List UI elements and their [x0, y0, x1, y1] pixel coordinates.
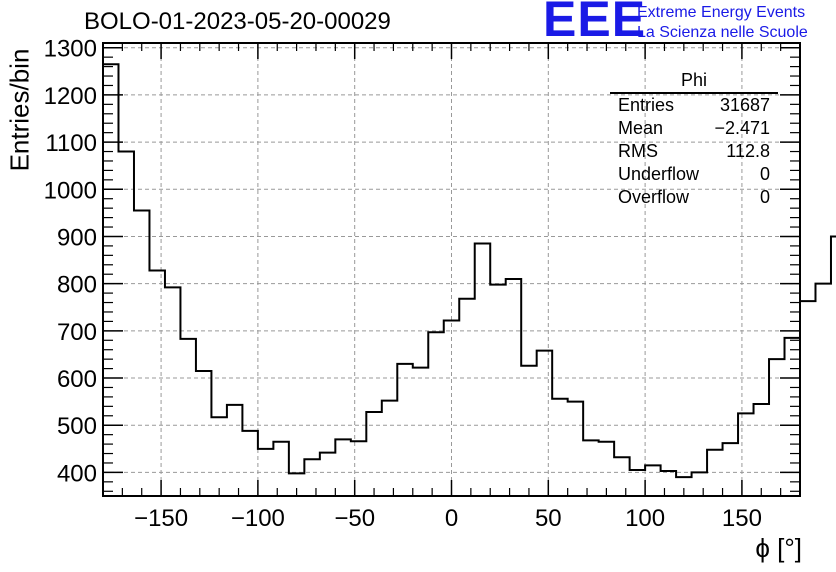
tick-layer: [102, 43, 801, 496]
y-tick-label: 600: [57, 366, 97, 393]
histogram-bin: [242, 431, 257, 496]
histogram-bin: [707, 450, 722, 496]
histogram-bin: [723, 443, 738, 496]
histogram-bin: [320, 453, 335, 496]
stat-label: RMS: [618, 141, 658, 161]
plot-frame: [102, 42, 801, 497]
y-tick-label: 400: [57, 460, 97, 487]
histogram-bin: [273, 442, 288, 496]
y-tick-label: 900: [57, 224, 97, 251]
histogram-bin: [258, 449, 273, 496]
histogram-bin: [583, 440, 598, 496]
histogram-bin: [397, 364, 412, 496]
histogram-bin: [568, 402, 583, 496]
x-tick-label: 50: [535, 505, 562, 532]
histogram-bin: [506, 279, 521, 496]
histogram-bin: [211, 417, 226, 496]
x-tick-label: −50: [334, 505, 375, 532]
histogram-bin: [103, 64, 118, 496]
y-tick-label: 1200: [44, 83, 97, 110]
y-tick-label: 700: [57, 319, 97, 346]
x-tick-label: 0: [445, 505, 458, 532]
stat-value: 31687: [719, 95, 770, 115]
histogram-bin: [537, 351, 552, 496]
stat-row-entries: Entries 31687: [610, 94, 778, 117]
histogram-bin: [490, 285, 505, 496]
eee-logo: EEE: [543, 0, 647, 47]
histogram-bin: [444, 320, 459, 496]
histogram-bin: [614, 457, 629, 496]
y-tick-label: 1000: [44, 177, 97, 204]
histogram-bin: [428, 332, 443, 496]
stats-box: Phi Entries 31687 Mean −2.471 RMS 112.8 …: [610, 70, 778, 209]
histogram-bin: [815, 284, 830, 496]
stat-label: Overflow: [618, 187, 690, 207]
histogram-bin: [382, 401, 397, 496]
x-tick-label: 150: [722, 505, 762, 532]
histogram-bin: [459, 299, 474, 496]
histogram-bin: [335, 439, 350, 496]
y-axis-label: Entries/bin: [4, 48, 35, 172]
histogram-bin: [304, 459, 319, 496]
x-tick-label: −100: [231, 505, 285, 532]
x-tick-label: −150: [134, 505, 188, 532]
histogram-bin: [661, 471, 676, 496]
histogram-bin: [630, 470, 645, 496]
chart-title: BOLO-01-2023-05-20-00029: [84, 8, 391, 35]
histogram-bin: [165, 287, 180, 496]
histogram-bin: [692, 472, 707, 496]
x-tick-label: 100: [625, 505, 665, 532]
histogram-bin: [521, 366, 536, 496]
histogram-bin: [351, 441, 366, 496]
stats-title: Phi: [610, 70, 778, 94]
histogram-bin: [413, 368, 428, 496]
stat-label: Underflow: [618, 164, 700, 184]
histogram-bin: [785, 338, 800, 496]
stat-row-mean: Mean −2.471: [610, 117, 778, 140]
stat-value: 112.8: [726, 141, 770, 161]
histogram-bin: [118, 152, 133, 496]
histogram-bin: [149, 270, 164, 496]
stat-label: Mean: [618, 118, 664, 138]
y-tick-label: 800: [57, 272, 97, 299]
tick-label-layer: −150 −100 −50 0 50 100 150 400 500 600 700 800 900 10…: [44, 36, 762, 532]
histogram-bin: [552, 399, 567, 496]
stat-row-rms: RMS 112.8: [610, 140, 778, 163]
histogram-bin: [676, 477, 691, 496]
y-tick-label: 500: [57, 413, 97, 440]
stat-value: −2.471: [714, 118, 770, 138]
histogram-bin: [227, 405, 242, 496]
histogram-bin: [180, 339, 195, 496]
histogram-bin: [134, 211, 149, 496]
y-tick-label: 1100: [45, 130, 97, 157]
x-axis-label: ϕ [°]: [755, 533, 802, 563]
histogram-bin: [475, 244, 490, 496]
stat-label: Entries: [618, 95, 675, 115]
logo-line-1: Extreme Energy Events: [637, 4, 806, 21]
y-tick-label: 1300: [44, 36, 97, 63]
histogram-bin: [599, 442, 614, 496]
histogram-bin: [800, 301, 815, 496]
histogram-line: [102, 63, 836, 496]
logo-line-2: La Scienza nelle Scuole: [637, 24, 808, 41]
stat-value: 0: [759, 187, 770, 207]
stat-value: 0: [759, 164, 770, 184]
histogram-bin: [196, 371, 211, 496]
histogram-bin: [738, 413, 753, 496]
histogram-bin: [289, 473, 304, 496]
histogram-bin: [754, 404, 769, 496]
histogram-bin: [769, 359, 784, 496]
stat-row-underflow: Underflow 0: [610, 163, 778, 186]
stat-row-overflow: Overflow 0: [610, 186, 778, 209]
histogram-bin: [645, 465, 660, 496]
histogram-bin: [366, 412, 381, 496]
